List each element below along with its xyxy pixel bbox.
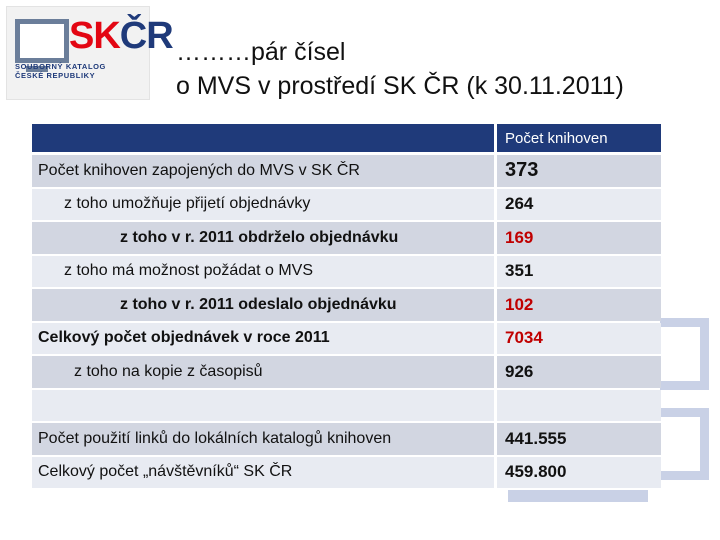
row-label: Počet použití linků do lokálních katalog… bbox=[32, 423, 494, 455]
row-label: z toho na kopie z časopisů bbox=[32, 356, 494, 388]
table-row: Celkový počet „návštěvníků“ SK ČR 459.80… bbox=[32, 456, 661, 488]
row-label: Počet knihoven zapojených do MVS v SK ČR bbox=[32, 155, 494, 187]
row-label: Celkový počet „návštěvníků“ SK ČR bbox=[32, 456, 494, 488]
table-row: z toho má možnost požádat o MVS 351 bbox=[32, 255, 661, 287]
row-value: 441.555 bbox=[497, 423, 661, 455]
table-row-empty bbox=[32, 389, 661, 421]
table-header: Počet knihoven bbox=[32, 124, 661, 152]
row-value: 926 bbox=[497, 356, 661, 388]
title-line-2: o MVS v prostředí SK ČR (k 30.11.2011) bbox=[176, 71, 624, 100]
row-value bbox=[497, 389, 661, 421]
monitor-icon bbox=[15, 19, 69, 72]
row-label: z toho v r. 2011 obdrželo objednávku bbox=[32, 222, 494, 254]
decor-bracket bbox=[660, 318, 709, 390]
row-label: Celkový počet objednávek v roce 2011 bbox=[32, 322, 494, 354]
table-row: Celkový počet objednávek v roce 2011 703… bbox=[32, 322, 661, 354]
slide-title: ………pár čísel o MVS v prostředí SK ČR (k … bbox=[176, 36, 624, 104]
title-line-1: ………pár čísel bbox=[176, 38, 346, 66]
row-label: z toho v r. 2011 odeslalo objednávku bbox=[32, 289, 494, 321]
header-label-cell bbox=[32, 124, 494, 152]
row-label bbox=[32, 389, 494, 421]
header-value-cell: Počet knihoven bbox=[497, 124, 661, 152]
table-row: Počet knihoven zapojených do MVS v SK ČR… bbox=[32, 155, 661, 187]
row-value: 351 bbox=[497, 255, 661, 287]
table-row: z toho na kopie z časopisů 926 bbox=[32, 356, 661, 388]
stats-table: Počet knihoven Počet knihoven zapojených… bbox=[32, 124, 661, 490]
table-row: Počet použití linků do lokálních katalog… bbox=[32, 423, 661, 455]
skcr-logo: SKČR SOUBORNÝ KATALOG ČESKÉ REPUBLIKY bbox=[6, 6, 174, 100]
row-label: z toho umožňuje přijetí objednávky bbox=[32, 188, 494, 220]
row-value: 264 bbox=[497, 188, 661, 220]
decor-bar bbox=[508, 490, 648, 502]
row-value: 169 bbox=[497, 222, 661, 254]
row-value: 459.800 bbox=[497, 456, 661, 488]
row-value: 102 bbox=[497, 289, 661, 321]
row-value: 373 bbox=[497, 155, 661, 187]
row-label: z toho má možnost požádat o MVS bbox=[32, 255, 494, 287]
table-row: z toho umožňuje přijetí objednávky 264 bbox=[32, 188, 661, 220]
logo-caption: SOUBORNÝ KATALOG ČESKÉ REPUBLIKY bbox=[15, 62, 106, 80]
table-row: z toho v r. 2011 odeslalo objednávku 102 bbox=[32, 289, 661, 321]
logo-mark: SKČR bbox=[69, 15, 174, 57]
table-row: z toho v r. 2011 obdrželo objednávku 169 bbox=[32, 222, 661, 254]
row-value: 7034 bbox=[497, 322, 661, 354]
decor-bracket bbox=[660, 408, 709, 480]
